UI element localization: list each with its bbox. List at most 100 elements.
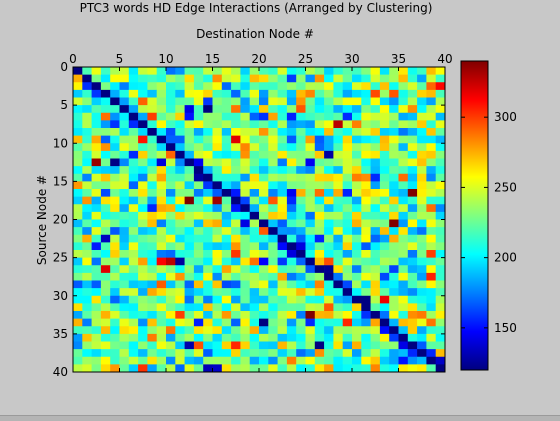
heatmap-cell: [370, 288, 381, 297]
heatmap-cell: [370, 105, 381, 114]
heatmap-cell: [277, 204, 288, 213]
heatmap-cell: [305, 89, 316, 98]
heatmap-cells: [73, 67, 446, 373]
heatmap-cell: [286, 280, 297, 289]
heatmap-cell: [286, 97, 297, 106]
heatmap-cell: [389, 128, 399, 136]
heatmap-cell: [73, 250, 83, 258]
heatmap-cell: [175, 280, 185, 289]
heatmap-cell: [417, 105, 427, 114]
heatmap-cell: [147, 166, 157, 175]
heatmap-cell: [73, 158, 83, 167]
heatmap-cell: [73, 74, 83, 83]
heatmap-cell: [435, 227, 446, 236]
heatmap-cell: [333, 364, 343, 373]
heatmap-cell: [268, 89, 278, 98]
heatmap-cell: [407, 82, 418, 91]
heatmap-cell: [110, 143, 120, 152]
heatmap-cell: [296, 272, 306, 281]
heatmap-cell: [398, 242, 409, 251]
heatmap-cell: [314, 265, 325, 274]
heatmap-cell: [166, 204, 176, 213]
heatmap-cell: [370, 211, 381, 220]
heatmap-cell: [128, 82, 139, 91]
heatmap-cell: [203, 303, 213, 312]
heatmap-cell: [277, 67, 288, 75]
heatmap-cell: [82, 74, 92, 83]
heatmap-cell: [305, 341, 316, 350]
heatmap-cell: [156, 250, 167, 258]
heatmap-cell: [73, 105, 83, 114]
heatmap-cell: [286, 67, 297, 75]
heatmap-cell: [268, 257, 278, 266]
heatmap-cell: [333, 128, 343, 136]
heatmap-cell: [212, 265, 223, 274]
heatmap-cell: [91, 364, 102, 373]
heatmap-cell: [370, 204, 381, 213]
heatmap-cell: [249, 250, 260, 258]
heatmap-cell: [417, 181, 427, 190]
heatmap-cell: [417, 288, 427, 297]
heatmap-cell: [147, 181, 157, 190]
heatmap-cell: [73, 97, 83, 106]
heatmap-cell: [221, 82, 232, 91]
heatmap-cell: [398, 280, 409, 289]
heatmap-cell: [277, 234, 288, 243]
heatmap-cell: [407, 318, 418, 327]
heatmap-cell: [110, 74, 120, 83]
heatmap-cell: [379, 311, 390, 319]
heatmap-cell: [147, 356, 157, 365]
heatmap-cell: [389, 356, 399, 365]
heatmap-cell: [324, 257, 334, 266]
heatmap-cell: [379, 74, 390, 83]
heatmap-cell: [342, 288, 353, 297]
heatmap-cell: [333, 227, 343, 236]
heatmap-cell: [286, 265, 297, 274]
heatmap-cell: [389, 196, 399, 205]
heatmap-cell: [296, 219, 306, 228]
heatmap-cell: [203, 349, 213, 358]
heatmap-cell: [73, 211, 83, 220]
heatmap-cell: [324, 288, 334, 297]
heatmap-cell: [370, 272, 381, 281]
heatmap-cell: [212, 242, 223, 251]
heatmap-cell: [361, 219, 371, 228]
heatmap-cell: [240, 128, 250, 136]
heatmap-cell: [147, 196, 157, 205]
heatmap-cell: [435, 150, 446, 159]
heatmap-cell: [286, 204, 297, 213]
heatmap-cell: [193, 295, 204, 304]
heatmap-cell: [82, 105, 92, 114]
heatmap-cell: [370, 227, 381, 236]
heatmap-cell: [147, 74, 157, 83]
heatmap-cell: [305, 227, 316, 236]
heatmap-cell: [352, 318, 362, 327]
heatmap-cell: [203, 97, 213, 106]
heatmap-cell: [212, 318, 223, 327]
heatmap-cell: [361, 280, 371, 289]
heatmap-cell: [268, 318, 278, 327]
heatmap-cell: [119, 318, 130, 327]
heatmap-cell: [333, 181, 343, 190]
heatmap-cell: [240, 356, 250, 365]
heatmap-cell: [342, 349, 353, 358]
heatmap-cell: [110, 120, 120, 129]
heatmap-cell: [435, 105, 446, 114]
heatmap-cell: [352, 128, 362, 136]
heatmap-cell: [361, 234, 371, 243]
heatmap-cell: [296, 74, 306, 83]
heatmap-cell: [175, 143, 185, 152]
heatmap-cell: [156, 150, 167, 159]
heatmap-cell: [342, 318, 353, 327]
heatmap-cell: [426, 173, 436, 182]
heatmap-cell: [361, 311, 371, 319]
heatmap-cell: [147, 189, 157, 197]
heatmap-cell: [119, 158, 130, 167]
heatmap-cell: [73, 120, 83, 129]
heatmap-cell: [231, 112, 241, 121]
heatmap-cell: [426, 318, 436, 327]
heatmap-cell: [407, 333, 418, 342]
heatmap-cell: [435, 158, 446, 167]
heatmap-cell: [166, 272, 176, 281]
heatmap-cell: [342, 120, 353, 129]
